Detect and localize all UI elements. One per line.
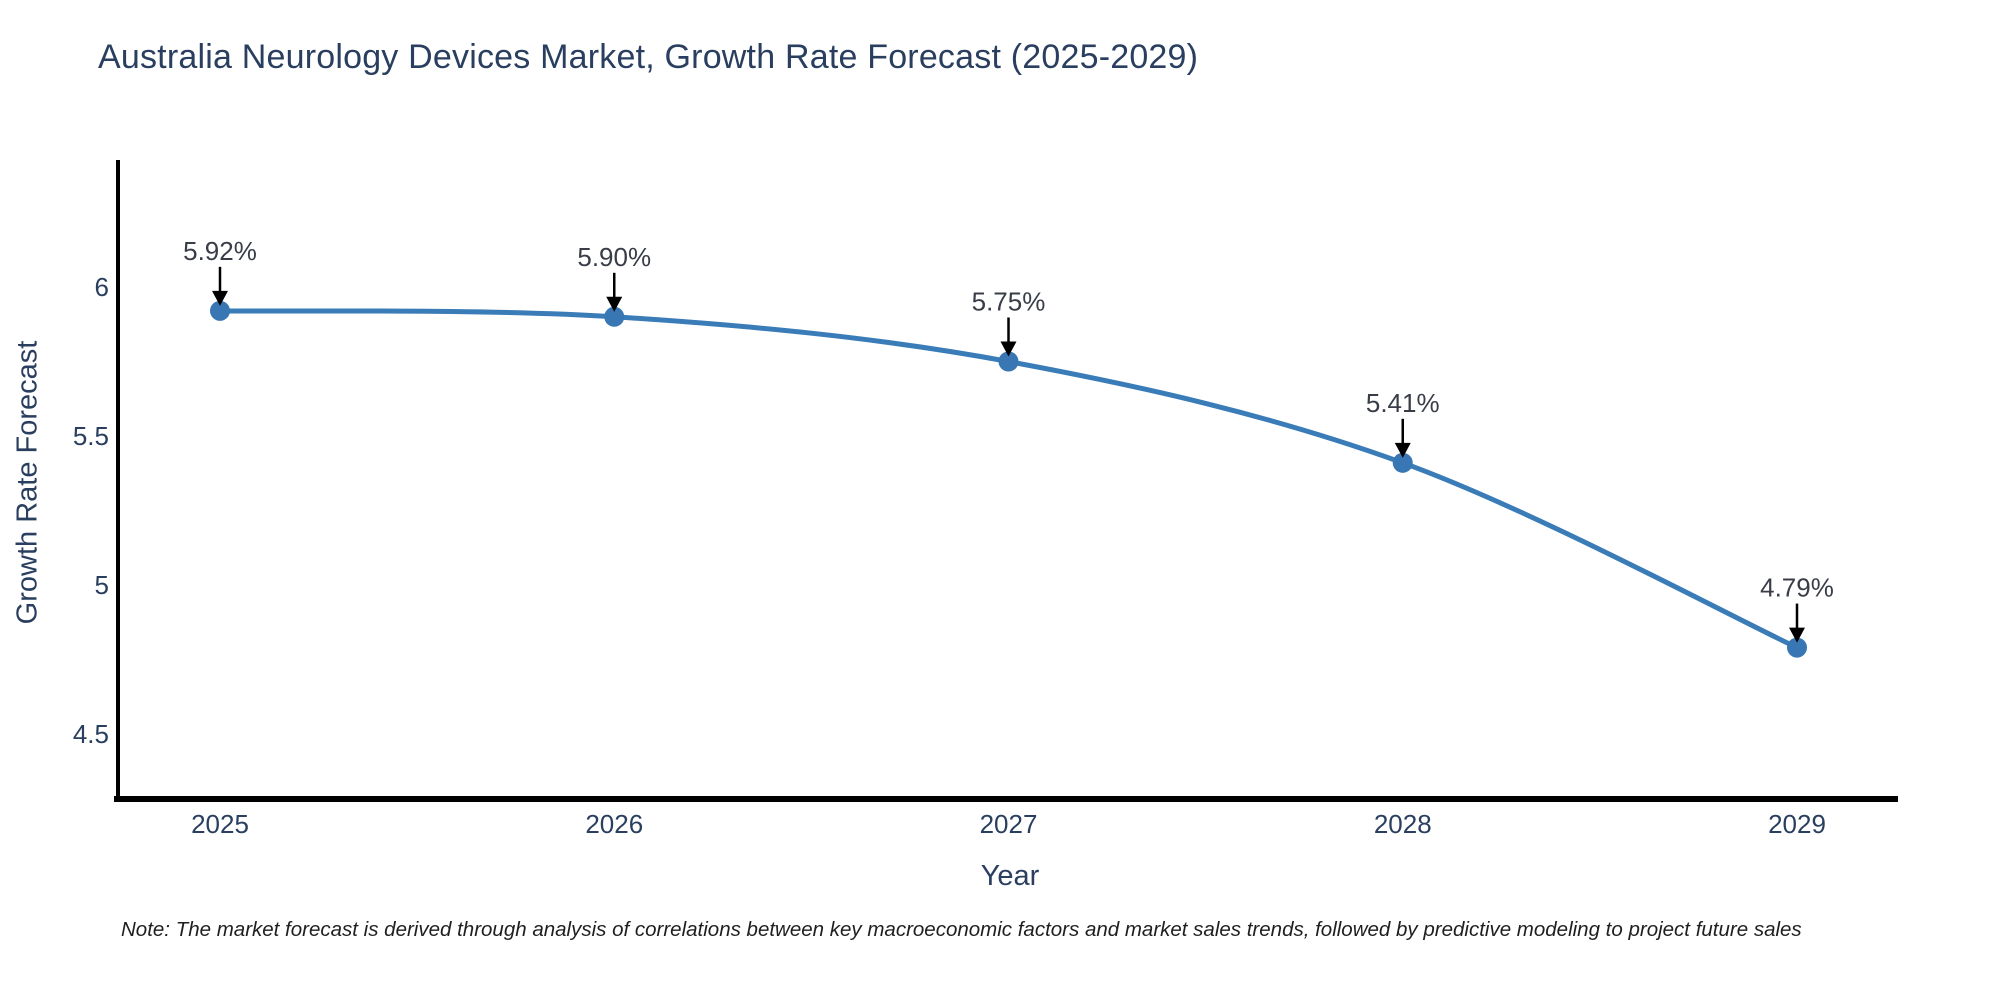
x-tick-label: 2026 bbox=[585, 809, 643, 839]
data-point-marker[interactable] bbox=[1392, 452, 1413, 473]
x-tick-label: 2025 bbox=[191, 809, 249, 839]
x-axis-title: Year bbox=[980, 860, 1040, 892]
data-point-marker[interactable] bbox=[604, 306, 625, 327]
y-tick-label: 5.5 bbox=[73, 421, 109, 451]
y-tick-label: 6 bbox=[95, 272, 109, 302]
annotation-arrowhead bbox=[606, 296, 623, 312]
chart-title: Australia Neurology Devices Market, Grow… bbox=[98, 38, 1199, 76]
annotation-arrowhead bbox=[1789, 627, 1805, 643]
annotation-arrowhead bbox=[212, 290, 228, 306]
data-point-marker[interactable] bbox=[998, 351, 1019, 372]
x-tick-label: 2029 bbox=[1768, 809, 1826, 839]
annotation-arrowhead bbox=[1394, 442, 1411, 458]
data-point-label: 4.79% bbox=[1760, 573, 1834, 603]
data-point-label: 5.41% bbox=[1366, 388, 1440, 418]
x-tick-label: 2027 bbox=[980, 809, 1038, 839]
y-tick-label: 5 bbox=[95, 570, 109, 600]
y-tick-label: 4.5 bbox=[73, 719, 109, 749]
footnote: Note: The market forecast is derived thr… bbox=[121, 918, 1802, 941]
x-tick-label: 2028 bbox=[1374, 809, 1432, 839]
y-axis-title: Growth Rate Forecast bbox=[11, 340, 44, 625]
data-point-marker[interactable] bbox=[210, 300, 230, 321]
data-point-label: 5.90% bbox=[577, 242, 651, 272]
data-point-label: 5.75% bbox=[972, 287, 1046, 317]
data-point-marker[interactable] bbox=[1787, 637, 1807, 658]
annotation-arrowhead bbox=[1000, 341, 1017, 357]
data-point-label: 5.92% bbox=[183, 236, 257, 266]
